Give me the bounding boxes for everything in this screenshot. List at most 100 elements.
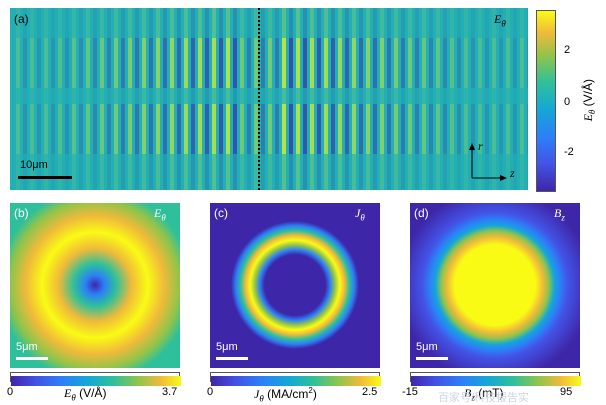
wave-stripe-min: [387, 8, 391, 38]
wave-stripe-min: [345, 88, 349, 104]
wave-stripe-max: [464, 88, 468, 104]
colorbar-a-tick-0: 0: [564, 96, 571, 108]
wave-stripe-max: [268, 38, 272, 88]
wave-stripe-max: [352, 8, 356, 38]
wave-stripe-min: [401, 8, 405, 38]
wave-stripe-max: [128, 88, 132, 104]
wave-stripe-min: [247, 8, 251, 38]
panel-c-scalebar: [216, 357, 248, 360]
panel-a-label: (a): [14, 12, 29, 26]
wave-stripe-max: [310, 88, 314, 104]
wave-stripe-min: [93, 88, 97, 104]
wave-stripe-min: [219, 38, 223, 88]
wave-stripe-max: [128, 8, 132, 38]
wave-stripe-min: [163, 38, 167, 88]
wave-stripe-min: [513, 104, 517, 154]
wave-stripe-max: [380, 88, 384, 104]
wave-stripe-max: [100, 104, 104, 154]
wave-stripe-min: [429, 154, 433, 190]
wave-stripe-min: [191, 154, 195, 190]
wave-stripe-max: [86, 8, 90, 38]
wave-stripe-max: [254, 88, 258, 104]
colorbar-c-label: Jθ (MA/cm2): [254, 386, 317, 404]
wave-stripe-min: [261, 104, 265, 154]
wave-stripe-max: [324, 8, 328, 38]
wave-stripe-min: [457, 88, 461, 104]
wave-stripe-min: [205, 88, 209, 104]
wave-stripe-max: [366, 104, 370, 154]
wave-stripe-max: [58, 88, 62, 104]
wave-stripe-max: [72, 88, 76, 104]
wave-stripe-min: [121, 38, 125, 88]
colorbar-c-max: 2.5: [362, 386, 378, 398]
wave-stripe-max: [338, 154, 342, 190]
wave-stripe-min: [345, 38, 349, 88]
wave-stripe-min: [289, 104, 293, 154]
wave-stripe-min: [471, 8, 475, 38]
wave-stripe-max: [16, 154, 20, 190]
wave-stripe-min: [513, 88, 517, 104]
wave-stripe-min: [303, 154, 307, 190]
wave-stripe-max: [296, 38, 300, 88]
wave-stripe-max: [100, 154, 104, 190]
wave-stripe-min: [373, 104, 377, 154]
wave-stripe-min: [65, 88, 69, 104]
wave-stripe-min: [51, 154, 55, 190]
wave-stripe-max: [408, 38, 412, 88]
colorbar-b-label: Eθ (V/Å): [64, 386, 107, 403]
wave-stripe-min: [289, 8, 293, 38]
wave-stripe-max: [184, 8, 188, 38]
wave-stripe-max: [128, 104, 132, 154]
wave-stripe-max: [352, 154, 356, 190]
wave-stripe-max: [464, 8, 468, 38]
wave-stripe-min: [135, 154, 139, 190]
wave-stripe-min: [429, 88, 433, 104]
wave-stripe-max: [212, 154, 216, 190]
wave-stripe-max: [114, 88, 118, 104]
wave-stripe-max: [142, 104, 146, 154]
wave-stripe-max: [310, 8, 314, 38]
wave-stripe-max: [268, 8, 272, 38]
panel-c-label: (c): [214, 206, 228, 220]
wave-stripe-min: [261, 88, 265, 104]
wave-stripe-max: [520, 8, 524, 38]
wave-stripe-max: [450, 88, 454, 104]
wave-stripe-max: [450, 104, 454, 154]
wave-stripe-max: [30, 38, 34, 88]
wave-stripe-max: [226, 104, 230, 154]
wave-stripe-max: [198, 104, 202, 154]
wave-stripe-min: [527, 38, 528, 88]
wave-stripe-max: [114, 104, 118, 154]
wave-stripe-max: [436, 88, 440, 104]
wave-stripe-max: [478, 38, 482, 88]
wave-stripe-max: [240, 88, 244, 104]
wave-stripe-min: [331, 88, 335, 104]
wave-stripe-min: [499, 38, 503, 88]
wave-stripe-max: [506, 8, 510, 38]
wave-stripe-min: [121, 104, 125, 154]
wave-stripe-max: [156, 104, 160, 154]
wave-stripe-max: [226, 8, 230, 38]
wave-stripe-min: [429, 104, 433, 154]
wave-stripe-max: [380, 38, 384, 88]
wave-stripe-min: [135, 8, 139, 38]
wave-stripe-min: [317, 38, 321, 88]
wave-stripe-max: [478, 8, 482, 38]
wave-stripe-min: [135, 88, 139, 104]
wave-stripe-min: [247, 154, 251, 190]
wave-stripe-max: [324, 38, 328, 88]
wave-stripe-min: [191, 104, 195, 154]
wave-stripe-min: [303, 88, 307, 104]
wave-stripe-max: [436, 38, 440, 88]
wave-stripe-max: [72, 154, 76, 190]
wave-stripe-max: [100, 8, 104, 38]
wave-stripe-min: [65, 38, 69, 88]
wave-stripe-min: [219, 104, 223, 154]
wave-stripe-min: [387, 38, 391, 88]
wave-stripe-min: [457, 154, 461, 190]
wave-stripe-min: [79, 8, 83, 38]
wave-stripe-min: [289, 38, 293, 88]
wave-stripe-min: [93, 104, 97, 154]
wave-stripe-max: [114, 8, 118, 38]
wave-stripe-min: [191, 38, 195, 88]
